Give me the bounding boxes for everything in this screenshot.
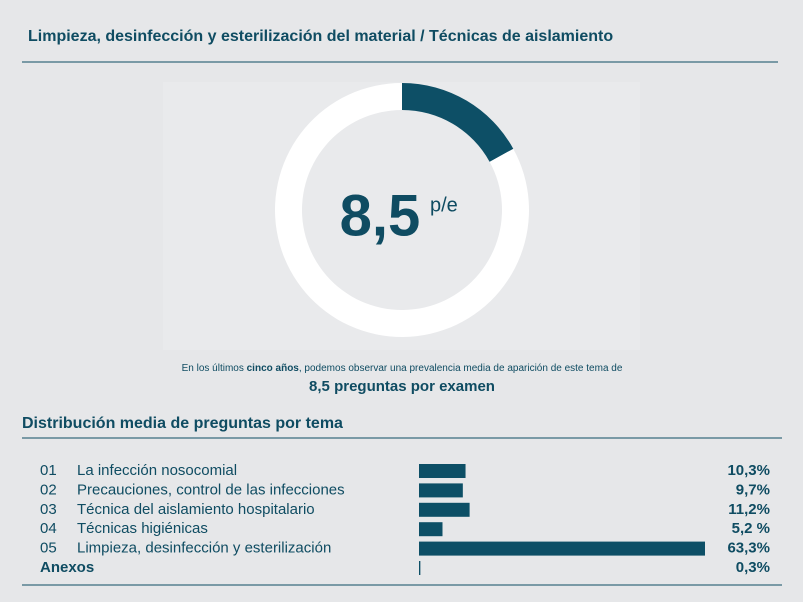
summary-part: , podemos observar una prevalencia media… bbox=[299, 363, 623, 374]
value-label: 0,3% bbox=[736, 559, 770, 576]
row-label: La infección nosocomial bbox=[77, 462, 237, 479]
value-label: 10,3% bbox=[727, 462, 770, 479]
summary-part: En los últimos bbox=[182, 363, 247, 374]
bar bbox=[419, 464, 466, 478]
row-label: Limpieza, desinfección y esterilización bbox=[77, 540, 331, 557]
row-label: Técnicas higiénicas bbox=[77, 520, 208, 537]
row-code: 04 bbox=[40, 520, 57, 537]
bar bbox=[419, 502, 470, 517]
row-label: Precauciones, control de las infecciones bbox=[77, 481, 345, 498]
page-title: Limpieza, desinfección y esterilización … bbox=[28, 28, 613, 45]
center-unit: p/e bbox=[430, 194, 458, 216]
section-title: Distribución media de preguntas por tema bbox=[22, 415, 343, 432]
bar bbox=[419, 541, 705, 556]
bar bbox=[419, 522, 443, 537]
bar bbox=[419, 561, 421, 575]
row-code: 01 bbox=[40, 462, 57, 479]
row-code: Anexos bbox=[40, 559, 94, 576]
center-value: 8,5 bbox=[340, 183, 421, 248]
bar bbox=[419, 483, 463, 498]
row-label: Técnica del aislamiento hospitalario bbox=[77, 501, 315, 518]
row-code: 05 bbox=[40, 540, 57, 557]
summary-text: En los últimos cinco años, podemos obser… bbox=[182, 363, 623, 374]
summary-highlight: 8,5 preguntas por examen bbox=[309, 378, 495, 395]
donut-segment bbox=[402, 82, 514, 162]
row-code: 03 bbox=[40, 501, 57, 518]
value-label: 9,7% bbox=[736, 481, 770, 498]
value-label: 11,2% bbox=[728, 501, 770, 518]
value-label: 63,3% bbox=[727, 540, 770, 557]
donut bbox=[275, 82, 530, 337]
value-label: 5,2 % bbox=[732, 520, 770, 537]
summary-bold: cinco años bbox=[247, 363, 300, 374]
row-code: 02 bbox=[40, 481, 57, 498]
donut-panel bbox=[163, 82, 640, 350]
